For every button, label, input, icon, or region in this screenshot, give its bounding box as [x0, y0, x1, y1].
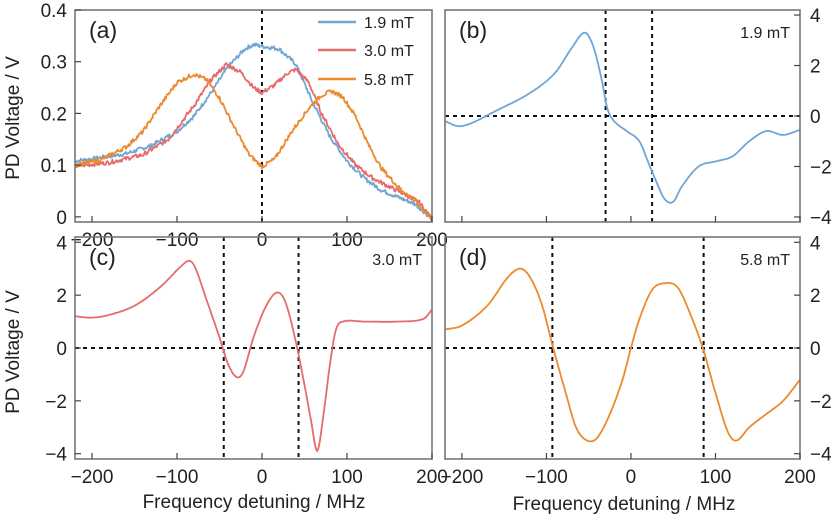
y-tick-label: 0.2: [41, 104, 67, 125]
y-axis-label: PD Voltage / V: [3, 56, 24, 180]
field-label: 3.0 mT: [372, 252, 422, 269]
y-tick-label: 0.3: [41, 53, 67, 74]
y-tick-label: −4: [45, 445, 67, 466]
panel-a: 00.10.20.30.4−200 −100 0 100 200(a): [41, 1, 448, 251]
y-tick-label: 0.1: [41, 156, 67, 177]
x-tick-label: 100: [700, 467, 732, 488]
y-tick-label: 4: [810, 233, 821, 254]
panel-b: −4 −2 0 2 4 (b) 1.9 mT: [444, 6, 831, 229]
panel-d: −4 −2 0 2 4 −200 −100 0 100 200 (d) 5.8 mT: [441, 233, 831, 488]
y-tick-label: 0: [810, 339, 821, 360]
series-line-5-8-mt-d: [445, 267, 800, 443]
x-tick-label: −100: [156, 467, 199, 488]
panel-tag: (c): [89, 244, 116, 270]
legend-label: 5.8 mT: [364, 72, 414, 89]
x-tick-label: 0: [257, 467, 268, 488]
field-label: 1.9 mT: [740, 25, 790, 42]
x-tick-label: 0: [257, 230, 268, 251]
legend-label: 3.0 mT: [364, 43, 414, 60]
series-line-1-9-mt-a: [75, 42, 432, 221]
y-tick-label: −2: [810, 157, 831, 178]
x-tick-label: −100: [525, 467, 568, 488]
x-tick-label: −200: [71, 230, 114, 251]
legend: 1.9 mT 3.0 mT 5.8 mT: [318, 15, 414, 89]
y-tick-label: 2: [810, 57, 821, 78]
x-tick-label: 0: [626, 467, 637, 488]
series-line-1-9-mt-b: [445, 31, 800, 204]
y-tick-label: 0: [56, 339, 67, 360]
y-tick-label: −2: [810, 392, 831, 413]
field-label: 5.8 mT: [740, 252, 790, 269]
y-tick-label: 4: [56, 233, 67, 254]
plot-frame: [74, 9, 433, 223]
x-tick-label: 200: [416, 467, 448, 488]
panel-tag: (a): [89, 17, 117, 43]
x-axis-label: Frequency detuning / MHz: [143, 492, 366, 513]
panel-tag: (b): [459, 17, 487, 43]
y-tick-label: 0: [810, 107, 821, 128]
series-line-3-0-mt-a: [75, 62, 432, 221]
legend-label: 1.9 mT: [364, 15, 414, 32]
x-tick-label: 100: [331, 467, 363, 488]
series-line-3-0-mt-c: [75, 259, 432, 452]
y-tick-label: 0: [56, 208, 67, 229]
series-line-5-8-mt-a: [75, 72, 432, 221]
x-tick-label: −100: [156, 230, 199, 251]
x-tick-label: 200: [784, 467, 816, 488]
y-axis-label: PD Voltage / V: [3, 290, 24, 414]
x-axis-label: Frequency detuning / MHz: [513, 494, 736, 515]
y-tick-label: 4: [810, 6, 821, 27]
x-tick-label: −200: [441, 467, 484, 488]
y-tick-label: 2: [810, 286, 821, 307]
panel-tag: (d): [459, 244, 487, 270]
y-tick-label: −2: [45, 392, 67, 413]
y-tick-label: −4: [810, 445, 831, 466]
x-tick-label: 100: [331, 230, 363, 251]
x-tick-label: −200: [71, 467, 114, 488]
y-tick-label: −4: [810, 208, 831, 229]
y-tick-label: 2: [56, 286, 67, 307]
chart-panels: 00.10.20.30.4−200 −100 0 100 200(a)−4−2024(b…: [41, 1, 831, 488]
y-tick-label: 0.4: [41, 1, 68, 22]
